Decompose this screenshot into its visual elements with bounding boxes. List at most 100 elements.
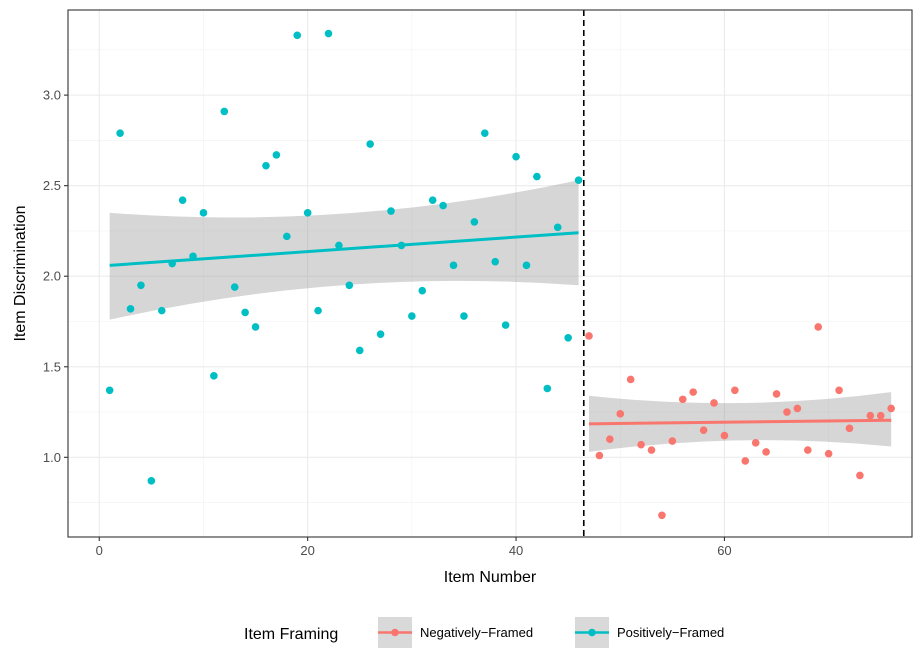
data-point-positively-framed: [366, 140, 374, 148]
y-tick-label: 2.0: [43, 269, 61, 284]
data-point-positively-framed: [449, 261, 458, 270]
data-point-negatively-framed: [741, 457, 750, 465]
legend-label-positively-framed: Positively−Framed: [617, 625, 724, 640]
x-tick-label: 20: [300, 543, 314, 558]
data-point-negatively-framed: [637, 440, 645, 449]
y-tick-label: 3.0: [43, 88, 61, 103]
data-points: [105, 29, 895, 520]
legend-title: Item Framing: [244, 626, 338, 643]
data-point-negatively-framed: [616, 410, 625, 418]
data-point-positively-framed: [543, 384, 552, 393]
data-point-positively-framed: [501, 321, 510, 329]
data-point-negatively-framed: [689, 388, 697, 396]
y-tick-label: 2.5: [43, 178, 61, 193]
legend-item-positively-framed: Positively−Framed: [575, 617, 724, 648]
minor-gridlines: [68, 10, 912, 537]
data-point-positively-framed: [230, 283, 239, 291]
x-tick-label: 0: [96, 543, 103, 558]
data-point-positively-framed: [126, 305, 135, 313]
y-axis-ticks: 1.0 1.5 2.0 2.5 3.0: [43, 88, 68, 465]
data-point-positively-framed: [210, 372, 218, 380]
trend-lines: [109, 231, 892, 426]
legend: Item Framing Negatively−Framed Positivel…: [244, 617, 724, 648]
data-point-positively-framed: [303, 209, 312, 217]
data-point-positively-framed: [157, 306, 166, 315]
y-axis-title: Item Discrimination: [12, 205, 29, 341]
data-point-positively-framed: [460, 312, 468, 320]
data-point-negatively-framed: [772, 390, 781, 398]
trend-line-positively-framed: [109, 231, 579, 267]
data-point-positively-framed: [189, 252, 197, 261]
data-point-negatively-framed: [595, 451, 604, 460]
legend-point-negatively-framed: [391, 628, 399, 637]
data-point-negatively-framed: [710, 399, 718, 407]
data-point-positively-framed: [470, 218, 479, 226]
data-point-positively-framed: [293, 31, 302, 40]
data-point-negatively-framed: [793, 404, 802, 413]
data-point-negatively-framed: [699, 426, 708, 434]
data-point-positively-framed: [428, 196, 437, 204]
data-point-negatively-framed: [731, 386, 739, 395]
data-point-positively-framed: [178, 196, 187, 204]
plot-panel: [68, 10, 912, 537]
panel-border: [67, 9, 913, 538]
data-point-positively-framed: [574, 176, 583, 185]
major-gridlines: [68, 10, 912, 537]
x-axis-ticks: 0 20 40 60: [96, 537, 732, 558]
data-point-negatively-framed: [804, 446, 812, 454]
y-tick-label: 1.5: [43, 359, 61, 374]
data-point-negatively-framed: [835, 386, 843, 395]
data-point-negatively-framed: [887, 404, 895, 413]
data-point-negatively-framed: [814, 323, 823, 331]
y-tick-label: 1.0: [43, 450, 61, 465]
trend-line-negatively-framed: [588, 418, 892, 426]
x-axis-title: Item Number: [444, 569, 537, 586]
data-point-negatively-framed: [720, 431, 729, 440]
data-point-negatively-framed: [762, 448, 770, 456]
data-point-positively-framed: [564, 333, 572, 342]
data-point-positively-framed: [251, 323, 260, 331]
data-point-negatively-framed: [856, 471, 864, 480]
data-point-positively-framed: [199, 209, 208, 217]
data-point-positively-framed: [345, 281, 354, 290]
data-point-positively-framed: [335, 241, 343, 250]
data-point-positively-framed: [168, 259, 176, 268]
data-point-positively-framed: [439, 201, 447, 210]
data-point-positively-framed: [418, 286, 427, 295]
x-tick-label: 40: [509, 543, 523, 558]
data-point-positively-framed: [137, 281, 145, 290]
data-point-positively-framed: [480, 129, 489, 137]
data-point-negatively-framed: [668, 437, 677, 445]
data-point-negatively-framed: [647, 446, 656, 454]
data-point-positively-framed: [512, 152, 520, 161]
data-point-positively-framed: [262, 161, 270, 170]
data-point-negatively-framed: [626, 375, 635, 384]
data-point-negatively-framed: [606, 435, 614, 444]
data-point-negatively-framed: [876, 411, 885, 420]
data-point-positively-framed: [522, 261, 531, 270]
data-point-negatively-framed: [751, 439, 760, 447]
data-point-positively-framed: [105, 386, 114, 395]
data-point-positively-framed: [491, 257, 500, 266]
data-point-positively-framed: [355, 346, 364, 355]
data-point-negatively-framed: [678, 395, 687, 404]
data-point-positively-framed: [387, 207, 395, 215]
data-point-negatively-framed: [866, 411, 875, 420]
data-point-positively-framed: [408, 312, 416, 320]
legend-label-negatively-framed: Negatively−Framed: [420, 625, 533, 640]
x-tick-label: 60: [717, 543, 731, 558]
data-point-positively-framed: [314, 306, 322, 315]
data-point-positively-framed: [397, 241, 406, 250]
data-point-negatively-framed: [658, 511, 666, 520]
data-point-negatively-framed: [824, 449, 833, 458]
legend-item-negatively-framed: Negatively−Framed: [378, 617, 533, 648]
data-point-negatively-framed: [845, 424, 854, 433]
data-point-positively-framed: [533, 172, 541, 181]
data-point-positively-framed: [220, 107, 229, 116]
data-point-positively-framed: [376, 330, 385, 338]
data-point-negatively-framed: [783, 408, 791, 416]
data-point-positively-framed: [241, 308, 249, 317]
data-point-positively-framed: [272, 151, 281, 159]
data-point-positively-framed: [324, 29, 333, 38]
